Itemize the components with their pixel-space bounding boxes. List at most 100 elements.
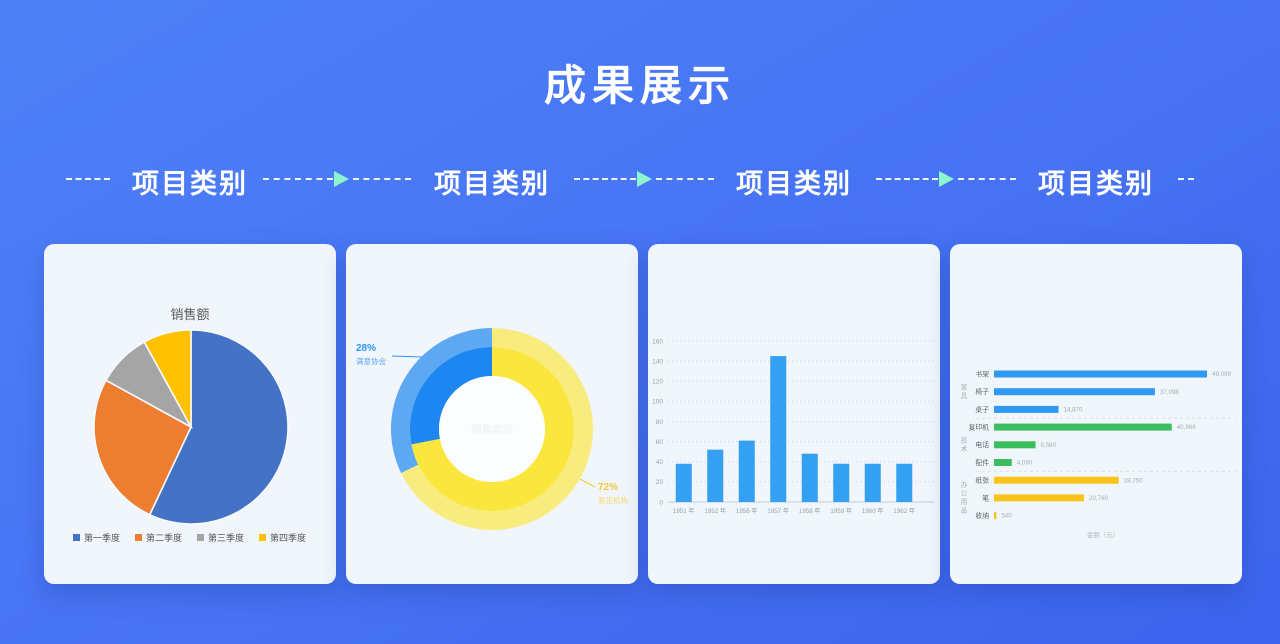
hbar-axis-label: 金额（元） [1087,530,1120,539]
legend-label: 第一季度 [84,532,120,543]
hbar-value-label: 9,580 [1041,442,1057,449]
hbar-value-label: 49,099 [1212,371,1231,378]
donut-segment [411,347,574,512]
hbar-value-label: 37,098 [1160,389,1179,396]
donut-pct-label: 28% [356,343,376,354]
bar [864,463,881,502]
x-tick-label: 1952 年 [704,507,726,515]
page-title: 成果展示 [543,62,736,109]
x-tick-label: 1956 年 [736,507,758,515]
flow-dash [958,178,1016,180]
donut-center-label: 销售类别 [471,423,513,436]
x-tick-label: 1958 年 [799,507,821,515]
x-tick-label: 1959 年 [830,507,852,515]
y-tick-label: 20 [656,479,664,486]
pie-slice [143,329,192,428]
arrow-right-icon [637,171,652,187]
hbar-bar [994,370,1207,378]
donut-hole [439,376,545,482]
bar-chart: 0 20 40 60 80 100 120 140 160 1951 年 1952 年 1956 年 1… [652,338,934,515]
hbar-item-label: 笔 [982,493,989,502]
bar [833,463,850,502]
y-tick-label: 140 [652,358,663,365]
hbar-bar [994,405,1059,413]
legend-label: 第二季度 [146,532,182,543]
hbar-item-label: 复印机 [969,423,990,432]
y-tick-label: 80 [656,419,664,426]
flow-dash [1178,178,1194,180]
bar [707,449,724,502]
donut-leader-line [391,355,423,358]
hbar-bar [994,423,1172,431]
flow-label-2: 项目类别 [434,169,550,199]
hbar-item-label: 纸张 [975,476,989,485]
x-tick-label: 1957 年 [767,507,789,515]
hbar-item-label: 收纳 [975,511,989,520]
hbar-bar [994,512,997,520]
arrow-right-icon [334,171,349,187]
hbar-group-label: 家具 [961,382,968,400]
card-pie-chart: 销售额第一季度 第二季度 第三季度 第四季度 [44,244,336,584]
legend-marker [73,534,80,541]
hbar-value-label: 14,870 [1064,407,1083,414]
flow-dash [656,178,714,180]
flow-label-1: 项目类别 [132,169,248,199]
bar [675,463,692,502]
donut-chart: 销售类别 28% 满意协会 72% 鉴定机构 [356,328,628,530]
card-bar-chart: 0 20 40 60 80 100 120 140 160 1951 年 1952 年 1956 年 1… [648,244,940,584]
flow-dash [876,178,938,180]
x-tick-label: 1951 年 [673,507,695,515]
y-tick-label: 0 [659,499,663,506]
x-tick-label: 1960 年 [862,507,884,515]
donut-outer-segment [391,328,492,473]
pie-title: 销售额 [170,307,209,322]
flow-label-3: 项目类别 [736,169,852,199]
hbar-bar [994,494,1085,502]
hbar-bar [994,388,1155,396]
legend-marker [135,534,142,541]
donut-pct-label: 72% [598,482,618,493]
y-tick-label: 60 [656,439,664,446]
y-tick-label: 160 [652,338,663,345]
hbar-value-label: 20,760 [1089,495,1108,502]
legend-marker [259,534,266,541]
flow-label-4: 项目类别 [1038,169,1154,199]
flow-dash [263,178,333,180]
legend-label: 第四季度 [270,532,306,543]
legend-label: 第三季度 [208,532,244,543]
pie-slice [148,329,289,525]
hbar-value-label: 28,750 [1124,477,1143,484]
x-tick-label: 1962 年 [893,507,915,515]
flow-dash [353,178,411,180]
hbar-item-label: 配件 [975,458,989,467]
donut-name-label: 满意协会 [356,356,386,366]
y-tick-label: 120 [652,379,663,386]
card-donut-chart: 销售类别 28% 满意协会 72% 鉴定机构 [346,244,638,584]
hbar-group-label: 技术 [961,436,968,454]
flow-dash [66,178,110,180]
hbar-bar [994,441,1036,449]
hbar-bar [994,459,1012,466]
hbar-item-label: 桌子 [975,405,989,414]
donut-leader-line [579,478,596,488]
donut-segment [410,347,492,445]
hbar-value-label: 4,090 [1017,460,1033,467]
hbar-bar [994,476,1119,484]
y-tick-label: 40 [656,459,664,466]
flow-dash [574,178,636,180]
hbar-value-label: 540 [1001,513,1012,520]
arrow-right-icon [939,171,954,187]
donut-name-label: 鉴定机构 [598,495,628,505]
bar [801,453,818,502]
hbar-value-label: 40,968 [1177,424,1196,431]
hbar-group-label: 办公用品 [961,480,968,515]
card-hbar-chart: 书架 49,099 椅子 37,098 桌子 14,870 家具 复印机 40,968 电话 9,5… [950,244,1242,584]
bar [738,440,755,502]
hbar-item-label: 椅子 [975,387,989,396]
bar [770,356,787,502]
bar [896,463,913,502]
hbar-item-label: 书架 [975,369,989,378]
